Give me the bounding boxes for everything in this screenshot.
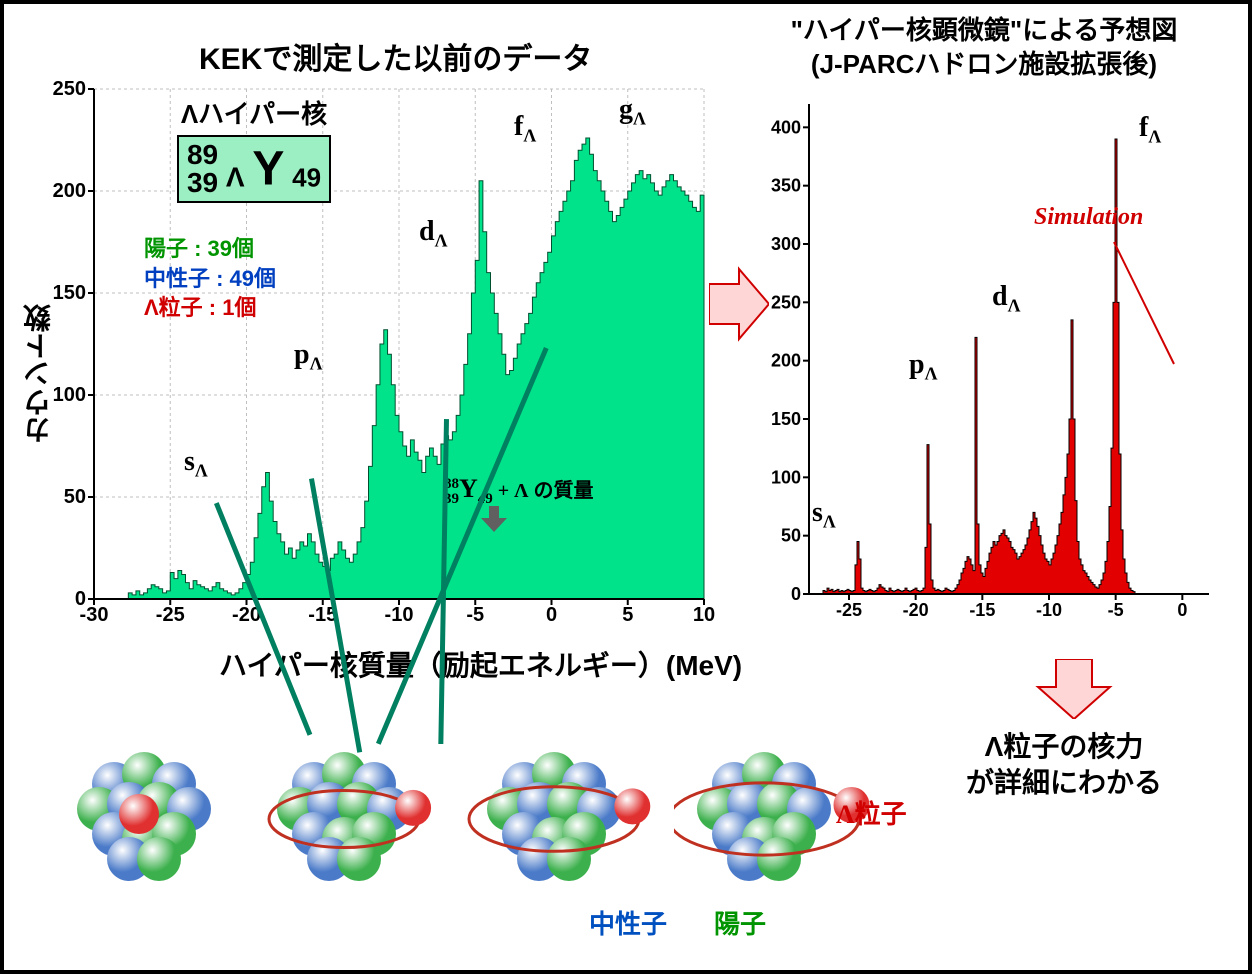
right-chart: -25 -20 -15 -10 -5 0 0 50 100 150 200 250 300 350 400 [754,94,1224,634]
svg-text:150: 150 [53,282,86,304]
svg-text:5: 5 [622,604,633,626]
svg-text:10: 10 [693,604,715,626]
right-chart-svg: -25 -20 -15 -10 -5 0 0 50 100 150 200 250 300 350 400 [754,94,1224,634]
peak-label: pΛ [294,339,322,375]
svg-text:50: 50 [781,526,801,546]
arrow-right-icon [709,264,769,344]
svg-text:-25: -25 [156,604,185,626]
x-axis-label: ハイパー核質量（励起エネルギー）(MeV) [219,644,742,684]
y-axis-label: カウント数 [19,304,59,444]
peak-label: gΛ [619,94,646,130]
nucleus [54,714,224,884]
left-chart-svg: -30-25-20-15-10-50510050100150200250 [24,79,724,639]
svg-text:0: 0 [1177,600,1187,620]
isotope-z: 39 [187,167,218,198]
comp-neutron: 中性子 : 49個 [144,264,276,294]
mass-ann-plus: + Λ [498,480,529,502]
svg-text:-10: -10 [1036,600,1062,620]
neutron-label: 中性子 [589,904,667,941]
right-title-line2: (J-PARCハドロン施設拡張後) [811,49,1157,79]
nucleus-svg [54,714,264,904]
hypernucleus-box: Λハイパー核 89 39 Λ Y 49 [144,94,364,203]
svg-text:0: 0 [791,584,801,604]
svg-text:0: 0 [546,604,557,626]
svg-text:200: 200 [771,351,801,371]
peak-label: pΛ [909,349,937,385]
peak-label: dΛ [419,216,447,252]
proton-label: 陽子 [714,904,766,941]
mass-annotation: 88 39 Y49 + Λ の質量 [444,474,594,532]
conclusion-line1: Λ粒子の核力 [985,731,1144,762]
simulation-label: Simulation [1034,204,1143,231]
left-chart-title: KEKで測定した以前のデータ [199,34,592,78]
nucleus-svg [464,714,674,904]
peak-label: sΛ [184,446,208,482]
mass-arrow-icon [479,506,509,532]
svg-text:0: 0 [75,588,86,610]
hypernucleus-label: Λハイパー核 [144,94,364,131]
svg-text:100: 100 [771,467,801,487]
nucleus-svg [254,714,464,904]
arrow-down-icon [1034,659,1114,719]
svg-text:200: 200 [53,180,86,202]
peak-label: fΛ [1139,112,1161,148]
svg-text:-20: -20 [903,600,929,620]
nucleus [674,714,844,884]
svg-text:-25: -25 [836,600,862,620]
svg-text:-5: -5 [1108,600,1124,620]
nucleus [254,714,424,884]
isotope-lambda: Λ [226,161,245,192]
conclusion-line2: が詳細にわかる [966,767,1162,798]
left-chart: -30-25-20-15-10-50510050100150200250 [24,79,724,639]
svg-text:-15: -15 [969,600,995,620]
peak-label: sΛ [812,497,836,533]
mass-ann-suffix: の質量 [534,480,594,502]
nucleus-row [44,694,864,894]
conclusion-text: Λ粒子の核力 が詳細にわかる [904,729,1224,802]
svg-text:350: 350 [771,176,801,196]
isotope-mass: 89 [187,139,218,170]
isotope-n: 49 [292,162,321,192]
mass-ann-symbol: Y [459,474,478,503]
right-title-line1: "ハイパー核顕微鏡"による予想図 [791,15,1178,45]
svg-text:150: 150 [771,409,801,429]
svg-text:-10: -10 [385,604,414,626]
right-chart-title: "ハイパー核顕微鏡"による予想図 (J-PARCハドロン施設拡張後) [754,14,1214,82]
isotope-symbol: Y [252,143,284,196]
svg-text:400: 400 [771,117,801,137]
svg-text:50: 50 [64,486,86,508]
peak-label: fΛ [514,111,536,147]
svg-text:300: 300 [771,234,801,254]
nucleus [464,714,634,884]
peak-label: dΛ [992,281,1020,317]
isotope-box: 89 39 Λ Y 49 [177,135,331,203]
svg-text:-5: -5 [466,604,484,626]
comp-proton: 陽子 : 39個 [144,234,276,264]
composition-list: 陽子 : 39個 中性子 : 49個 Λ粒子 : 1個 [144,234,276,323]
svg-text:250: 250 [53,79,86,100]
comp-lambda: Λ粒子 : 1個 [144,293,276,323]
svg-text:250: 250 [771,292,801,312]
lambda-label: Λ粒子 [836,794,907,831]
